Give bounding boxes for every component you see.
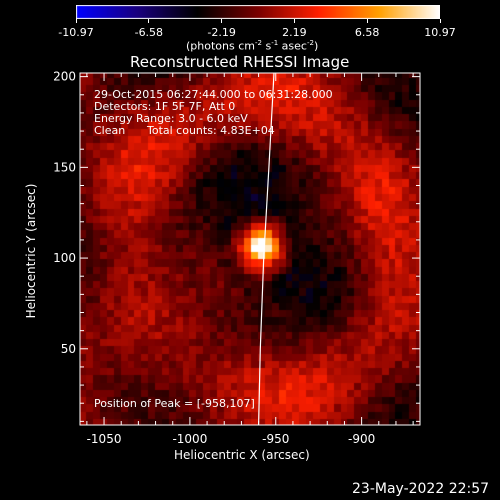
y-tick-label: 50 bbox=[61, 342, 76, 356]
colorbar-gradient bbox=[76, 5, 440, 19]
chart-title: Reconstructed RHESSI Image bbox=[130, 53, 350, 71]
colorbar-tick-label: 10.97 bbox=[424, 26, 456, 39]
info-clean: Clean bbox=[94, 124, 126, 137]
heatmap-image bbox=[80, 73, 420, 425]
x-tick-label: -950 bbox=[262, 432, 289, 446]
colorbar-tick-mark bbox=[148, 19, 149, 23]
colorbar-tick-label: -10.97 bbox=[58, 26, 94, 39]
x-tick-label: -1050 bbox=[87, 432, 122, 446]
colorbar-tick-label: 6.58 bbox=[354, 26, 380, 39]
colorbar-units: (photons cm-2 s-1 asec-2) bbox=[186, 39, 319, 53]
info-detectors: Detectors: 1F 5F 7F, Att 0 bbox=[94, 100, 236, 113]
y-axis-label: Heliocentric Y (arcsec) bbox=[24, 183, 38, 319]
colorbar-tick-mark bbox=[294, 19, 295, 23]
x-axis-label: Heliocentric X (arcsec) bbox=[174, 448, 310, 462]
colorbar-tick-mark bbox=[76, 19, 77, 23]
peak-position-label: Position of Peak = [-958,107] bbox=[94, 397, 255, 410]
info-time: 29-Oct-2015 06:27:44.000 to 06:31:28.000 bbox=[94, 88, 333, 101]
x-tick-label: -900 bbox=[348, 432, 375, 446]
colorbar-tick-mark bbox=[367, 19, 368, 23]
footer-timestamp: 23-May-2022 22:57 bbox=[352, 481, 490, 497]
info-counts: Total counts: 4.83E+04 bbox=[147, 124, 275, 137]
y-tick-label: 100 bbox=[53, 251, 76, 265]
y-tick-label: 200 bbox=[53, 70, 76, 84]
colorbar-tick-label: -2.19 bbox=[207, 26, 236, 39]
colorbar-tick-label: 2.19 bbox=[282, 26, 307, 39]
info-energy: Energy Range: 3.0 - 6.0 keV bbox=[94, 112, 248, 125]
y-tick-label: 150 bbox=[53, 160, 76, 174]
plot-frame bbox=[79, 72, 421, 426]
solar-limb-line bbox=[258, 72, 275, 426]
colorbar-tick-label: -6.58 bbox=[134, 26, 164, 39]
x-tick-label: -1000 bbox=[172, 432, 207, 446]
colorbar-tick-mark bbox=[440, 19, 441, 23]
colorbar-tick-mark bbox=[221, 19, 222, 23]
